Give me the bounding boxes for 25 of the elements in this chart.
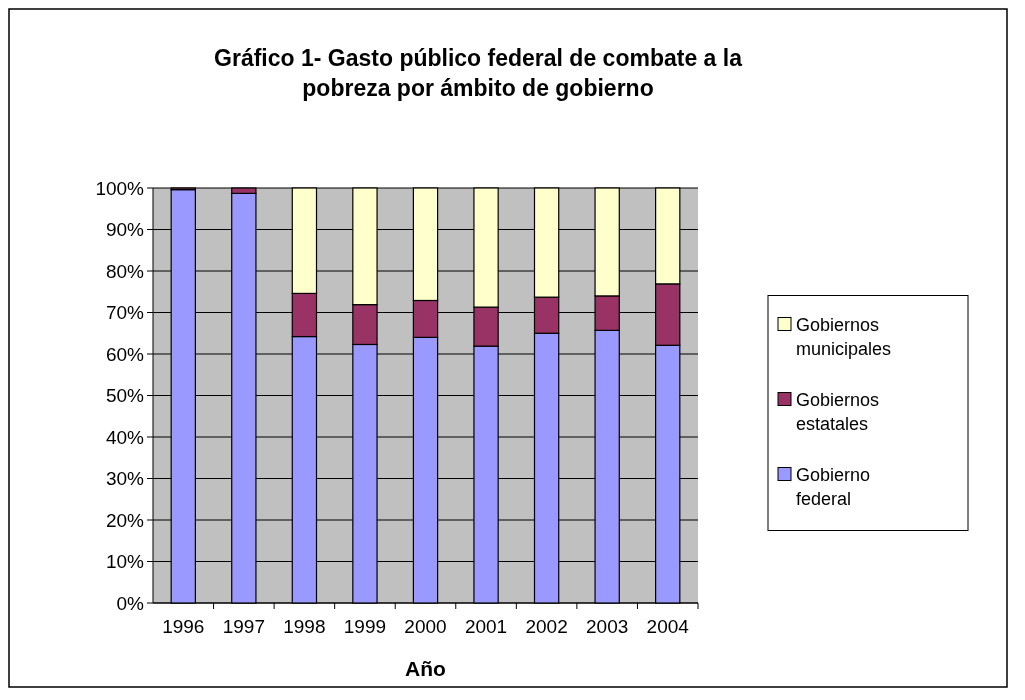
x-tick-label: 1998 [283, 616, 326, 637]
y-tick-label: 0% [116, 592, 145, 614]
x-tick-label: 2004 [646, 616, 690, 637]
y-tick-label: 90% [105, 219, 145, 241]
chart-title: Gráfico 1- Gasto público federal de combate a la pobreza por ámbito de gobierno [214, 45, 743, 101]
y-tick-label: 40% [105, 426, 145, 448]
x-tick-label: 2003 [586, 616, 629, 637]
x-tick-label: 2002 [525, 616, 568, 637]
legend-label: Gobiernos municipales [796, 314, 892, 359]
y-tick-label: 20% [105, 509, 145, 531]
y-tick-label: 50% [105, 385, 145, 407]
y-tick-label: 30% [105, 468, 145, 490]
x-axis-title: Año [405, 657, 446, 680]
y-tick-label: 100% [95, 177, 145, 199]
x-tick-label: 1997 [222, 616, 265, 637]
x-tick-label: 2001 [464, 616, 508, 637]
y-tick-label: 80% [105, 260, 145, 282]
x-tick-label: 1996 [162, 616, 205, 637]
y-tick-label: 60% [105, 343, 145, 365]
y-tick-label: 10% [105, 551, 145, 573]
x-tick-label: 1999 [343, 616, 387, 637]
x-tick-label: 2000 [404, 616, 447, 637]
y-tick-label: 70% [105, 302, 145, 324]
legend-label: Gobiernos estatales [796, 389, 880, 434]
legend-label: Gobierno federal [796, 464, 871, 509]
